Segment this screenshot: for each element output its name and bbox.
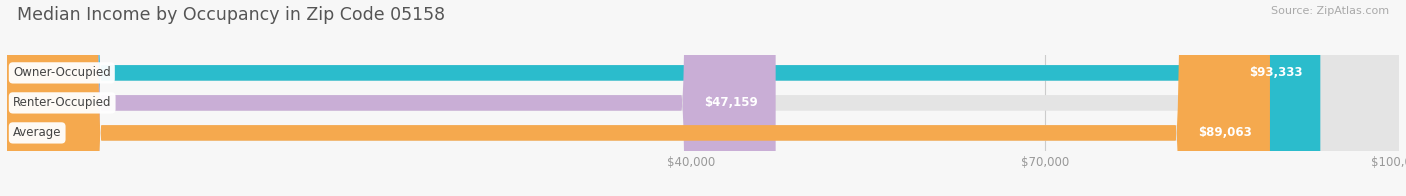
FancyBboxPatch shape — [7, 0, 1399, 196]
FancyBboxPatch shape — [7, 0, 1399, 196]
Text: Source: ZipAtlas.com: Source: ZipAtlas.com — [1271, 6, 1389, 16]
Text: Average: Average — [13, 126, 62, 139]
Text: $93,333: $93,333 — [1249, 66, 1302, 79]
FancyBboxPatch shape — [7, 0, 1320, 196]
Text: $47,159: $47,159 — [704, 96, 758, 109]
FancyBboxPatch shape — [7, 0, 1399, 196]
Text: $89,063: $89,063 — [1198, 126, 1253, 139]
Text: Median Income by Occupancy in Zip Code 05158: Median Income by Occupancy in Zip Code 0… — [17, 6, 444, 24]
Text: Renter-Occupied: Renter-Occupied — [13, 96, 111, 109]
FancyBboxPatch shape — [7, 0, 776, 196]
FancyBboxPatch shape — [7, 0, 1270, 196]
Text: Owner-Occupied: Owner-Occupied — [13, 66, 111, 79]
